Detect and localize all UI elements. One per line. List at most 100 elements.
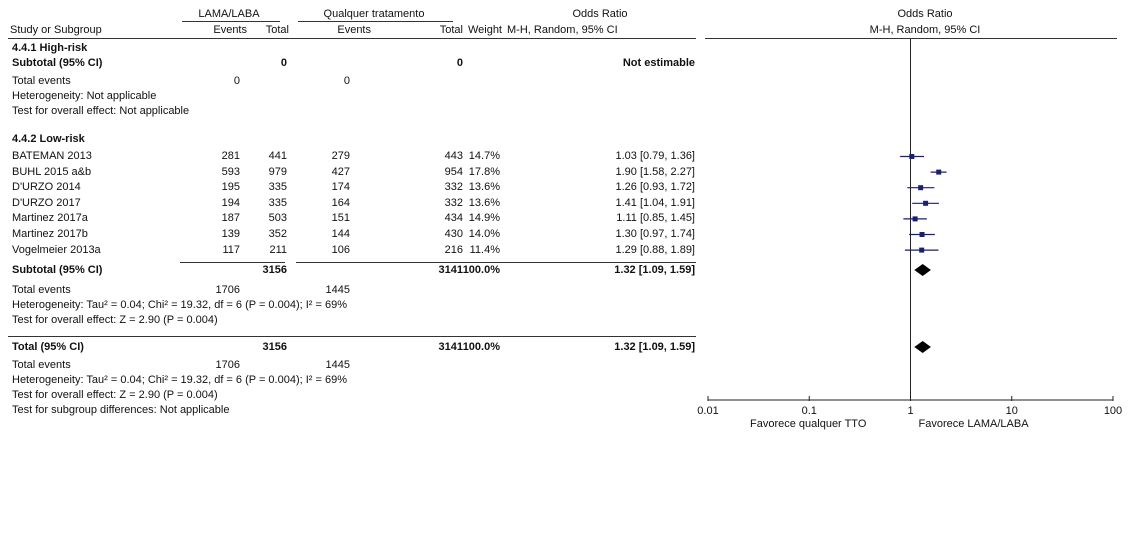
subgroup1-title: 4.4.1 High-risk: [12, 42, 88, 54]
study-events1: 117: [222, 243, 240, 256]
study-events2: 164: [331, 196, 350, 209]
point-estimate: [923, 200, 929, 206]
subgroup1-events2: 0: [343, 75, 350, 87]
subgroup1-subtotal-or: Not estimable: [622, 57, 695, 69]
col-study-header: Study or Subgroup: [10, 24, 102, 36]
study-or-ci: 1.30 [0.97, 1.74]: [615, 228, 695, 240]
col-events2-header: Events: [337, 24, 371, 36]
study-weight: 11.4%: [469, 243, 500, 256]
subtotal-rule-group1: [180, 262, 285, 263]
study-weight: 13.6%: [468, 196, 500, 209]
study-or-ci: 1.29 [0.88, 1.89]: [615, 243, 695, 256]
x-tick-label: 10: [1006, 405, 1018, 417]
study-events1: 593: [221, 165, 240, 178]
subgroup-differences: Test for subgroup differences: Not appli…: [12, 404, 230, 416]
plot-title: Odds Ratio: [897, 8, 953, 20]
point-estimate: [919, 247, 925, 253]
subgroup2-heterogeneity: Heterogeneity: Tau² = 0.04; Chi² = 19.32…: [12, 299, 347, 311]
col-total1-header: Total: [265, 24, 289, 36]
x-tick-label: 0.1: [802, 405, 817, 417]
group1-underline: [182, 21, 280, 22]
plot-header-rule: [705, 38, 1117, 39]
axis-label-right: Favorece LAMA/LABA: [918, 418, 1029, 430]
study-events2: 144: [331, 228, 350, 240]
x-tick-label: 0.01: [697, 405, 718, 417]
subgroup1-subtotal-label: Subtotal (95% CI): [12, 57, 103, 69]
col-weight-header: Weight: [467, 24, 502, 36]
study-events2: 279: [331, 150, 350, 162]
subgroup2-events-label: Total events: [12, 284, 71, 296]
subgroup1-overall-effect: Test for overall effect: Not applicable: [12, 105, 190, 117]
subgroup2-title: 4.4.2 Low-risk: [12, 133, 85, 145]
point-estimate: [912, 216, 918, 222]
total-total1: 3156: [262, 341, 287, 353]
study-total1: 503: [268, 212, 287, 225]
table-header-rule: [8, 38, 696, 39]
point-estimate: [909, 154, 915, 159]
study-name: BATEMAN 2013: [12, 150, 92, 162]
study-or-ci: 1.11 [0.85, 1.45]: [616, 212, 695, 225]
study-total2: 443: [444, 150, 463, 162]
study-name: Martinez 2017a: [12, 212, 88, 225]
col-events1-header: Events: [213, 24, 247, 36]
subtotal-rule-group2: [296, 262, 696, 263]
col-total2-header: Total: [439, 24, 463, 36]
study-events2: 106: [331, 243, 350, 256]
study-total1: 335: [268, 196, 287, 209]
point-estimate: [918, 185, 924, 191]
study-events1: 139: [221, 228, 240, 240]
subgroup2-subtotal-label: Subtotal (95% CI): [12, 264, 103, 276]
study-or-ci: 1.03 [0.79, 1.36]: [615, 150, 695, 162]
subgroup2-events1: 1706: [215, 284, 240, 296]
study-events1: 281: [221, 150, 240, 162]
study-weight: 14.7%: [468, 150, 500, 162]
subgroup2-subtotal-total2: 3141: [438, 264, 463, 276]
group2-underline: [298, 21, 453, 22]
subgroup2-subtotal-or: 1.32 [1.09, 1.59]: [614, 264, 695, 276]
study-name: D'URZO 2017: [12, 196, 81, 209]
group1-header: LAMA/LABA: [198, 8, 260, 20]
point-estimate: [936, 169, 942, 175]
subgroup2-events2: 1445: [325, 284, 350, 296]
col-or-header: M-H, Random, 95% CI: [507, 24, 618, 36]
study-or-ci: 1.90 [1.58, 2.27]: [615, 165, 695, 178]
study-weight: 17.8%: [468, 165, 500, 178]
subgroup2-subtotal-weight: 100.0%: [462, 264, 500, 276]
study-events2: 174: [331, 181, 350, 194]
total-or: 1.32 [1.09, 1.59]: [614, 341, 695, 353]
study-total1: 441: [268, 150, 287, 162]
total-total2: 3141: [438, 341, 463, 353]
study-name: Martinez 2017b: [12, 228, 88, 240]
point-estimate: [919, 232, 925, 237]
study-total2: 332: [444, 181, 463, 194]
total-weight: 100.0%: [462, 341, 500, 353]
total-label: Total (95% CI): [12, 341, 84, 353]
study-name: Vogelmeier 2013a: [12, 243, 101, 256]
total-rule-top: [8, 336, 696, 337]
plot-method: M-H, Random, 95% CI: [869, 24, 981, 36]
x-tick-label: 1: [907, 405, 913, 417]
study-weight: 14.0%: [468, 228, 500, 240]
study-total2: 434: [444, 212, 463, 225]
study-name: D'URZO 2014: [12, 181, 81, 194]
subgroup2-overall-effect: Test for overall effect: Z = 2.90 (P = 0…: [12, 314, 218, 326]
total-overall-effect: Test for overall effect: Z = 2.90 (P = 0…: [12, 389, 218, 401]
axis-label-left: Favorece qualquer TTO: [750, 418, 867, 430]
study-total2: 430: [444, 228, 463, 240]
study-events2: 427: [331, 165, 350, 178]
group2-header: Qualquer tratamento: [323, 8, 425, 20]
pooled-diamond: [914, 264, 931, 276]
study-total2: 216: [444, 243, 463, 256]
pooled-diamond: [914, 341, 931, 353]
study-events1: 187: [221, 212, 240, 225]
subgroup2-subtotal-total1: 3156: [262, 264, 287, 276]
study-total1: 979: [268, 165, 287, 178]
study-total1: 335: [268, 181, 287, 194]
study-weight: 13.6%: [468, 181, 500, 194]
study-total2: 332: [444, 196, 463, 209]
study-or-ci: 1.41 [1.04, 1.91]: [615, 196, 695, 209]
or-column-title: Odds Ratio: [572, 8, 628, 20]
subgroup1-events-label: Total events: [12, 75, 71, 87]
subgroup1-events1: 0: [233, 75, 240, 87]
